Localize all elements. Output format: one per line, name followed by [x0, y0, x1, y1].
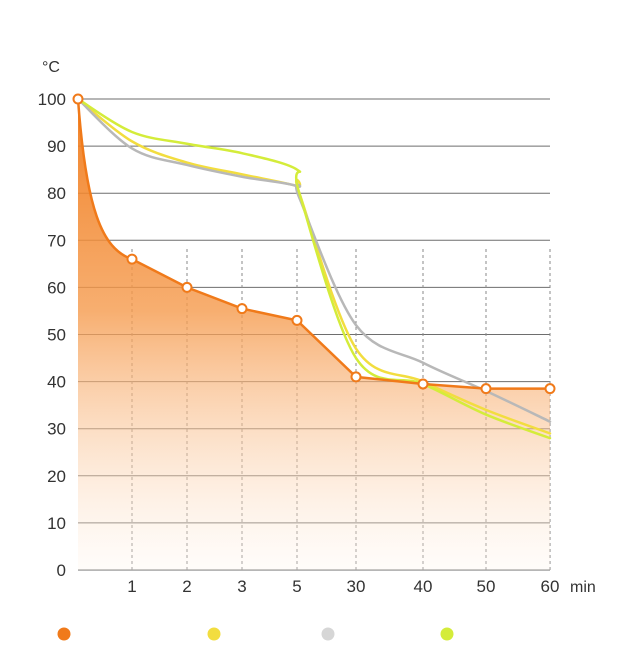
area-fill-s1 [78, 99, 550, 570]
data-point [417, 378, 429, 390]
series-lines [76, 97, 552, 440]
data-point [291, 314, 303, 326]
y-tick-label: 20 [47, 467, 66, 486]
data-point [72, 93, 84, 105]
y-unit-label: °C [42, 59, 60, 76]
data-point [480, 383, 492, 395]
y-tick-label: 0 [57, 561, 66, 580]
y-tick-label: 40 [47, 373, 66, 392]
y-tick-label: 100 [38, 90, 66, 109]
y-tick-label: 80 [47, 184, 66, 203]
area-layer [78, 99, 550, 570]
x-tick-label: 30 [347, 577, 366, 596]
data-point [181, 281, 193, 293]
legend-marker [207, 627, 221, 641]
x-tick-label: 2 [182, 577, 191, 596]
legend-marker [57, 627, 71, 641]
x-tick-label: 3 [237, 577, 246, 596]
y-tick-label: 10 [47, 514, 66, 533]
data-point [350, 371, 362, 383]
data-point [236, 303, 248, 315]
data-point [126, 253, 138, 265]
x-tick-labels: 1 2 3 5 30 40 50 60 [127, 577, 559, 596]
legend-marker [440, 627, 454, 641]
y-tick-label: 50 [47, 326, 66, 345]
series-line-s3 [76, 97, 552, 423]
x-tick-label: 1 [127, 577, 136, 596]
y-tick-label: 70 [47, 231, 66, 250]
y-tick-label: 90 [47, 137, 66, 156]
legend-marker [321, 627, 335, 641]
y-tick-label: 60 [47, 278, 66, 297]
series-line-s4 [76, 97, 552, 440]
series-line-s1 [76, 98, 550, 390]
y-tick-label: 30 [47, 420, 66, 439]
x-tick-label: 5 [292, 577, 301, 596]
y-tick-labels: 0 10 20 30 40 50 60 70 80 90 100 [38, 90, 66, 580]
data-point-markers [72, 93, 556, 395]
x-tick-label: 60 [541, 577, 560, 596]
data-point [544, 383, 556, 395]
legend [57, 627, 454, 641]
x-tick-label: 40 [414, 577, 433, 596]
x-tick-label: 50 [477, 577, 496, 596]
x-unit-label: min [570, 579, 596, 596]
